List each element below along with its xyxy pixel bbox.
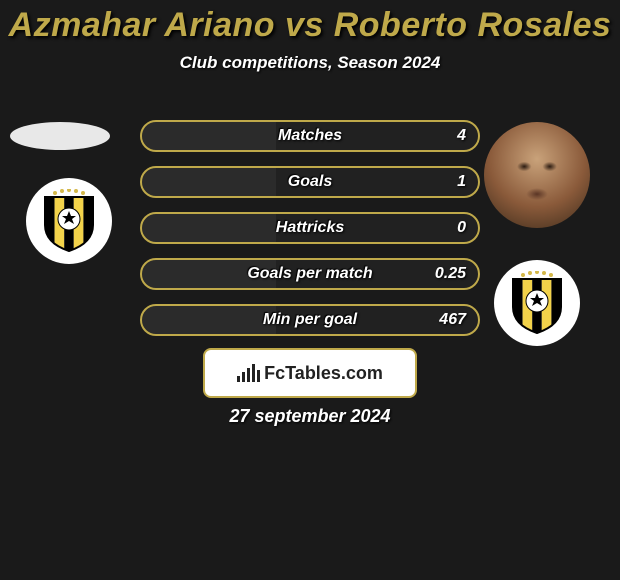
bar-chart-icon <box>237 364 260 382</box>
stat-label: Goals <box>288 173 332 191</box>
branding-text: FcTables.com <box>264 363 383 384</box>
stats-panel: Matches 4 Goals 1 Hattricks 0 Goals per match 0… <box>140 120 480 350</box>
stat-value-player2: 0.25 <box>435 265 466 283</box>
player2-club-logo <box>494 260 580 346</box>
player1-avatar-placeholder <box>10 122 110 150</box>
club-shield-icon <box>41 189 97 253</box>
date-text: 27 september 2024 <box>0 406 620 427</box>
page-title: Azmahar Ariano vs Roberto Rosales <box>0 0 620 45</box>
stat-bar: Goals per match 0.25 <box>140 258 480 290</box>
stat-label: Matches <box>278 127 342 145</box>
stat-fill-left <box>142 306 276 334</box>
stat-label: Min per goal <box>263 311 357 329</box>
club-shield-icon <box>509 271 565 335</box>
stat-label: Hattricks <box>276 219 344 237</box>
face-placeholder <box>484 122 590 228</box>
stat-value-player2: 1 <box>457 173 466 191</box>
stat-bar: Matches 4 <box>140 120 480 152</box>
stat-label: Goals per match <box>247 265 372 283</box>
stat-value-player2: 0 <box>457 219 466 237</box>
subtitle: Club competitions, Season 2024 <box>0 53 620 73</box>
stat-value-player2: 4 <box>457 127 466 145</box>
stat-bar: Hattricks 0 <box>140 212 480 244</box>
stat-fill-left <box>142 122 276 150</box>
branding-box: FcTables.com <box>203 348 417 398</box>
stat-value-player2: 467 <box>439 311 466 329</box>
player1-club-logo <box>26 178 112 264</box>
stat-fill-left <box>142 214 276 242</box>
stat-bar: Goals 1 <box>140 166 480 198</box>
player2-avatar <box>484 122 590 228</box>
stat-bar: Min per goal 467 <box>140 304 480 336</box>
stat-fill-left <box>142 168 276 196</box>
